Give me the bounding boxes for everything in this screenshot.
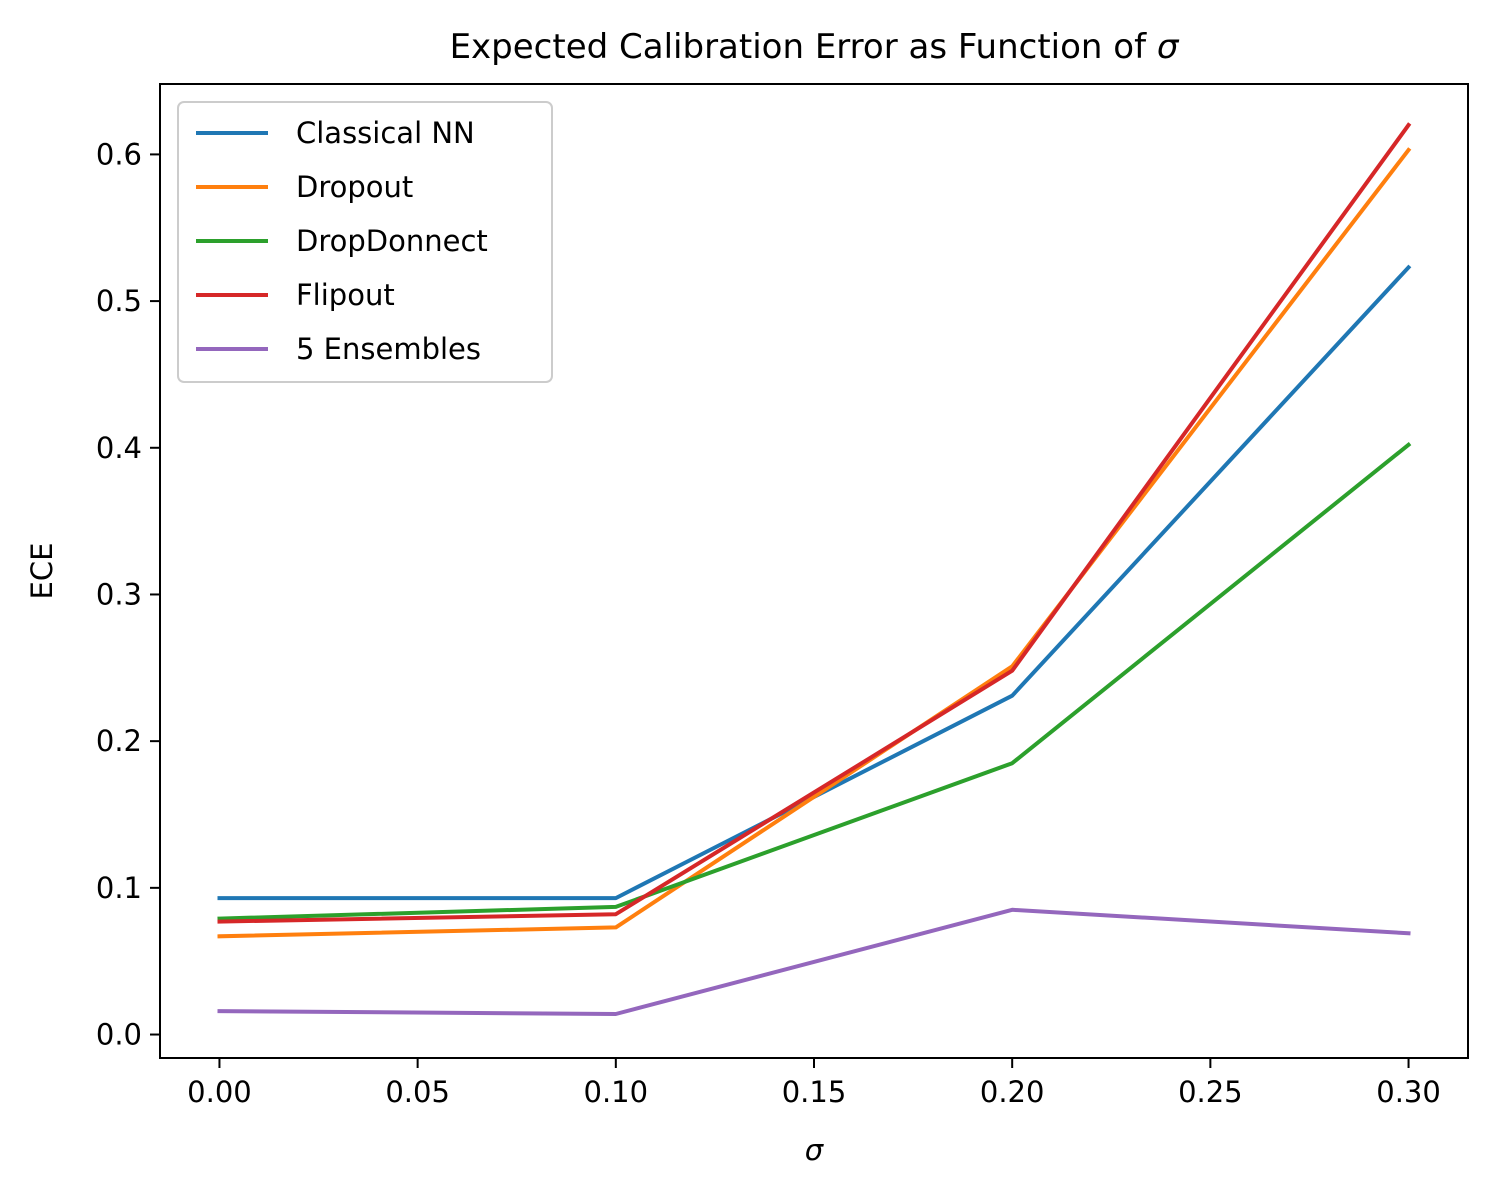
- x-axis-label: σ: [805, 1133, 825, 1167]
- y-tick-label: 0.1: [96, 871, 142, 905]
- x-tick-label: 0.10: [584, 1075, 649, 1109]
- legend-label-3: Flipout: [296, 278, 395, 312]
- x-tick-label: 0.15: [782, 1075, 847, 1109]
- legend-label-0: Classical NN: [296, 116, 475, 150]
- chart-title: Expected Calibration Error as Function o…: [450, 27, 1180, 67]
- series-line-2: [217, 441, 1412, 921]
- y-tick-label: 0.6: [96, 137, 142, 171]
- y-axis-label: ECE: [25, 543, 59, 600]
- series-line-4: [217, 907, 1411, 1016]
- y-tick-label: 0.2: [96, 724, 142, 758]
- x-tick-label: 0.05: [385, 1075, 450, 1109]
- y-tick-label: 0.3: [96, 577, 142, 611]
- legend-label-2: DropDonnect: [296, 224, 488, 258]
- x-axis-ticks: 0.00 0.05 0.10 0.15 0.20 0.25 0.30: [187, 1058, 1441, 1109]
- y-tick-label: 0.5: [96, 284, 142, 318]
- legend-label-4: 5 Ensembles: [296, 332, 481, 366]
- series-lines: [217, 122, 1412, 1016]
- x-tick-label: 0.20: [980, 1075, 1045, 1109]
- y-tick-label: 0.4: [96, 431, 142, 465]
- series-line-1: [217, 147, 1412, 939]
- y-axis-ticks: 0.0 0.1 0.2 0.3 0.4 0.5 0.6: [96, 137, 160, 1052]
- x-tick-label: 0.25: [1178, 1075, 1243, 1109]
- legend-label-1: Dropout: [296, 170, 413, 204]
- x-tick-label: 0.00: [187, 1075, 252, 1109]
- legend-box: [177, 101, 553, 383]
- y-tick-label: 0.0: [96, 1018, 142, 1052]
- x-tick-label: 0.30: [1376, 1075, 1441, 1109]
- legend: Classical NN Dropout DropDonnect Flipout 5 E…: [177, 101, 553, 383]
- series-line-3: [217, 122, 1412, 924]
